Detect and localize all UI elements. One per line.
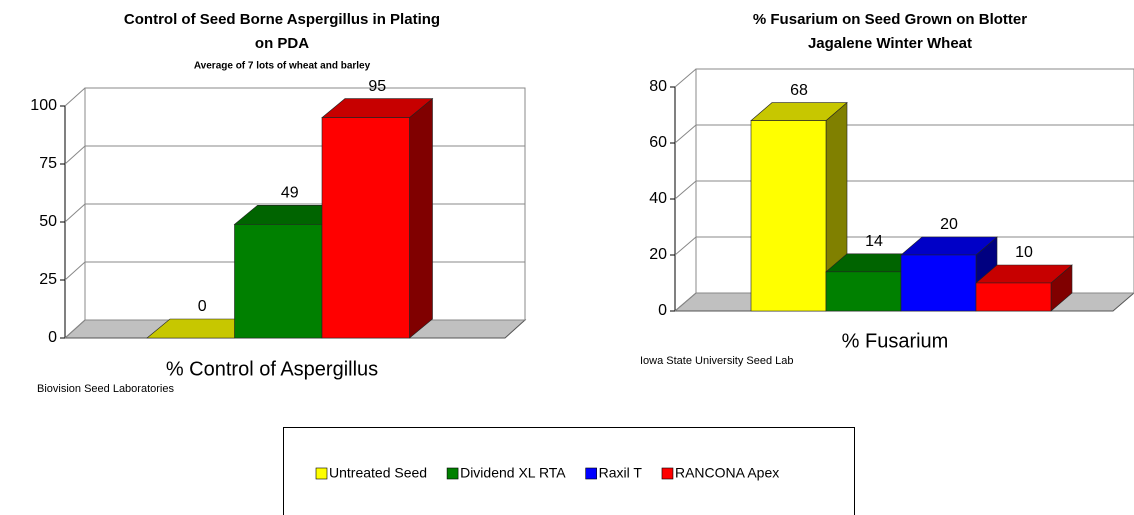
chart-title: on PDA [255, 35, 309, 52]
y-tick-label: 75 [39, 155, 57, 172]
chart-subtitle: Average of 7 lots of wheat and barley [194, 61, 371, 72]
source-note: Iowa State University Seed Lab [640, 355, 793, 367]
grid-line [674, 124, 1134, 144]
data-label: 14 [865, 233, 883, 250]
data-label: 10 [1015, 244, 1033, 261]
bar-side [409, 97, 433, 339]
bar-front [750, 120, 827, 312]
y-tick-label: 0 [48, 329, 57, 346]
y-tick-label: 40 [649, 190, 667, 207]
data-label: 95 [368, 78, 386, 95]
y-tick-label: 100 [30, 97, 57, 114]
bar [750, 101, 848, 312]
chart-title: Jagalene Winter Wheat [808, 35, 972, 52]
data-label: 20 [940, 216, 958, 233]
y-tick-label: 0 [658, 302, 667, 319]
legend-label: RANCONA Apex [675, 465, 779, 481]
y-tick-label: 50 [39, 213, 57, 230]
legend-swatch [446, 467, 459, 480]
source-note: Biovision Seed Laboratories [37, 383, 174, 395]
bar [321, 97, 434, 339]
legend-label: Untreated Seed [329, 465, 427, 481]
bar-front [321, 117, 410, 339]
chart-title: Control of Seed Borne Aspergillus in Pla… [124, 11, 440, 28]
y-tick-label: 60 [649, 134, 667, 151]
grid-line [674, 68, 1134, 88]
legend-swatch [585, 467, 597, 480]
data-label: 68 [790, 82, 808, 99]
y-tick-label: 25 [39, 271, 57, 288]
legend-label: Raxil T [599, 465, 643, 481]
y-tick-label: 20 [649, 246, 667, 263]
legend-box [283, 427, 855, 515]
bar-front [900, 254, 977, 312]
bar-front [234, 224, 323, 339]
bar-front [975, 282, 1052, 312]
x-axis-label: % Fusarium [842, 330, 949, 352]
data-label: 49 [281, 185, 299, 202]
x-axis-label: % Control of Aspergillus [166, 358, 378, 380]
bar [975, 264, 1073, 312]
bar-front [825, 271, 902, 312]
grid-line [64, 87, 525, 107]
data-label: 0 [198, 298, 207, 315]
legend-swatch [315, 467, 328, 480]
legend-swatch [661, 467, 674, 480]
grid-line [674, 180, 1134, 200]
legend-label: Dividend XL RTA [460, 465, 566, 481]
y-tick-label: 80 [649, 78, 667, 95]
chart-title: % Fusarium on Seed Grown on Blotter [753, 11, 1027, 28]
